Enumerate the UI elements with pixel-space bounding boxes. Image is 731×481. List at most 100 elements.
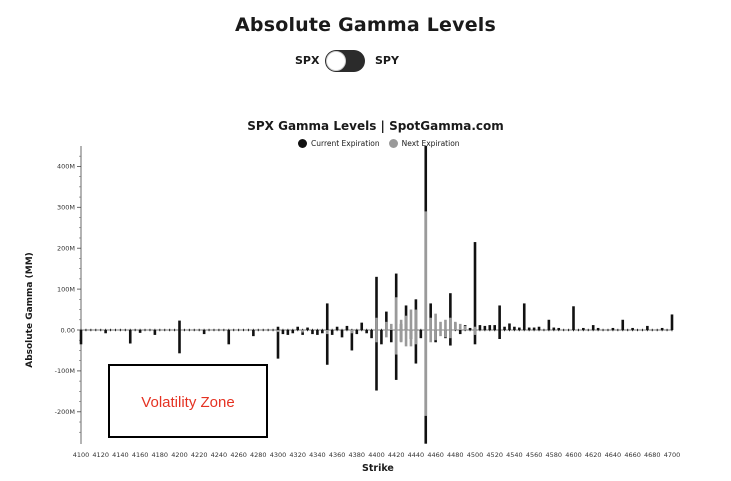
next-expiration-bar[interactable] bbox=[424, 211, 428, 330]
current-expiration-bar[interactable] bbox=[360, 322, 364, 330]
current-expiration-bar[interactable] bbox=[473, 242, 477, 330]
next-expiration-bar[interactable] bbox=[439, 321, 442, 330]
next-expiration-bar[interactable] bbox=[454, 321, 457, 330]
current-expiration-bar[interactable] bbox=[473, 330, 477, 345]
next-expiration-bar[interactable] bbox=[404, 315, 408, 330]
current-expiration-bar[interactable] bbox=[330, 330, 334, 335]
current-expiration-bar[interactable] bbox=[547, 319, 551, 330]
current-expiration-bar[interactable] bbox=[321, 330, 324, 334]
legend-item-current[interactable]: Current Expiration bbox=[298, 138, 380, 148]
current-expiration-bar[interactable] bbox=[483, 325, 487, 330]
next-expiration-bar[interactable] bbox=[449, 317, 452, 330]
next-expiration-bar[interactable] bbox=[444, 330, 447, 338]
current-expiration-bar[interactable] bbox=[527, 327, 531, 330]
next-expiration-bar[interactable] bbox=[434, 313, 437, 330]
current-expiration-bar[interactable] bbox=[178, 330, 181, 354]
next-expiration-bar[interactable] bbox=[394, 297, 398, 330]
next-expiration-bar[interactable] bbox=[385, 330, 388, 338]
next-expiration-bar[interactable] bbox=[434, 330, 437, 341]
current-expiration-bar[interactable] bbox=[355, 330, 359, 335]
current-expiration-bar[interactable] bbox=[138, 330, 142, 333]
current-expiration-bar[interactable] bbox=[591, 325, 595, 330]
current-expiration-bar[interactable] bbox=[596, 327, 600, 330]
current-expiration-bar[interactable] bbox=[306, 327, 309, 330]
current-expiration-bar[interactable] bbox=[365, 330, 368, 334]
legend-item-next[interactable]: Next Expiration bbox=[388, 138, 460, 148]
current-expiration-bar[interactable] bbox=[660, 327, 664, 330]
current-expiration-bar[interactable] bbox=[316, 330, 319, 335]
current-expiration-bar[interactable] bbox=[325, 303, 329, 330]
current-expiration-bar[interactable] bbox=[178, 320, 181, 330]
current-expiration-bar[interactable] bbox=[375, 276, 378, 330]
next-expiration-bar[interactable] bbox=[409, 309, 413, 330]
current-expiration-bar[interactable] bbox=[286, 330, 290, 335]
current-expiration-bar[interactable] bbox=[582, 327, 585, 330]
next-expiration-bar[interactable] bbox=[424, 330, 428, 416]
current-expiration-bar[interactable] bbox=[552, 327, 556, 330]
current-expiration-bar[interactable] bbox=[281, 330, 285, 335]
next-expiration-bar[interactable] bbox=[375, 317, 378, 330]
next-expiration-bar[interactable] bbox=[409, 330, 413, 347]
current-expiration-bar[interactable] bbox=[414, 330, 418, 364]
current-expiration-bar[interactable] bbox=[498, 330, 501, 339]
current-expiration-bar[interactable] bbox=[498, 305, 501, 330]
next-expiration-bar[interactable] bbox=[414, 330, 418, 345]
next-expiration-bar[interactable] bbox=[375, 330, 378, 343]
current-expiration-bar[interactable] bbox=[296, 326, 299, 330]
next-expiration-bar[interactable] bbox=[399, 330, 403, 343]
current-expiration-bar[interactable] bbox=[631, 327, 634, 330]
spx-toggle-label[interactable]: SPX bbox=[295, 54, 320, 67]
current-expiration-bar[interactable] bbox=[79, 330, 83, 345]
next-expiration-bar[interactable] bbox=[385, 321, 388, 330]
current-expiration-bar[interactable] bbox=[276, 326, 280, 330]
toggle-knob[interactable] bbox=[326, 51, 346, 71]
current-expiration-bar[interactable] bbox=[537, 326, 541, 330]
current-expiration-bar[interactable] bbox=[153, 330, 157, 335]
next-expiration-bar[interactable] bbox=[325, 330, 329, 335]
current-expiration-bar[interactable] bbox=[325, 330, 329, 365]
next-expiration-bar[interactable] bbox=[404, 330, 408, 347]
current-expiration-bar[interactable] bbox=[370, 330, 373, 339]
next-expiration-bar[interactable] bbox=[414, 309, 418, 330]
current-expiration-bar[interactable] bbox=[419, 330, 423, 339]
current-expiration-bar[interactable] bbox=[380, 330, 383, 345]
current-expiration-bar[interactable] bbox=[518, 327, 521, 330]
next-expiration-bar[interactable] bbox=[301, 330, 304, 333]
current-expiration-bar[interactable] bbox=[291, 330, 295, 334]
current-expiration-bar[interactable] bbox=[252, 330, 255, 337]
current-expiration-bar[interactable] bbox=[508, 323, 511, 330]
ticker-toggle-switch[interactable] bbox=[325, 50, 365, 72]
current-expiration-bar[interactable] bbox=[611, 327, 615, 330]
current-expiration-bar[interactable] bbox=[104, 330, 107, 334]
current-expiration-bar[interactable] bbox=[488, 325, 492, 330]
next-expiration-bar[interactable] bbox=[449, 330, 452, 339]
current-expiration-bar[interactable] bbox=[646, 325, 649, 330]
current-expiration-bar[interactable] bbox=[202, 330, 206, 335]
current-expiration-bar[interactable] bbox=[621, 319, 625, 330]
current-expiration-bar[interactable] bbox=[394, 330, 398, 380]
current-expiration-bar[interactable] bbox=[532, 327, 536, 330]
next-expiration-bar[interactable] bbox=[439, 330, 442, 337]
current-expiration-bar[interactable] bbox=[449, 293, 452, 330]
next-expiration-bar[interactable] bbox=[389, 323, 393, 330]
current-expiration-bar[interactable] bbox=[513, 326, 516, 330]
current-expiration-bar[interactable] bbox=[493, 325, 496, 330]
next-expiration-bar[interactable] bbox=[350, 330, 354, 334]
current-expiration-bar[interactable] bbox=[478, 325, 482, 330]
current-expiration-bar[interactable] bbox=[468, 327, 472, 330]
current-expiration-bar[interactable] bbox=[385, 311, 388, 330]
next-expiration-bar[interactable] bbox=[444, 319, 447, 330]
current-expiration-bar[interactable] bbox=[389, 330, 393, 343]
current-expiration-bar[interactable] bbox=[276, 330, 280, 359]
next-expiration-bar[interactable] bbox=[276, 330, 280, 333]
current-expiration-bar[interactable] bbox=[670, 314, 674, 330]
current-expiration-bar[interactable] bbox=[557, 327, 561, 330]
current-expiration-bar[interactable] bbox=[503, 326, 506, 330]
next-expiration-bar[interactable] bbox=[394, 330, 398, 355]
current-expiration-bar[interactable] bbox=[345, 325, 349, 330]
current-expiration-bar[interactable] bbox=[227, 330, 231, 345]
current-expiration-bar[interactable] bbox=[458, 330, 462, 335]
next-expiration-bar[interactable] bbox=[473, 330, 477, 335]
current-expiration-bar[interactable] bbox=[375, 330, 378, 391]
current-expiration-bar[interactable] bbox=[572, 306, 575, 330]
